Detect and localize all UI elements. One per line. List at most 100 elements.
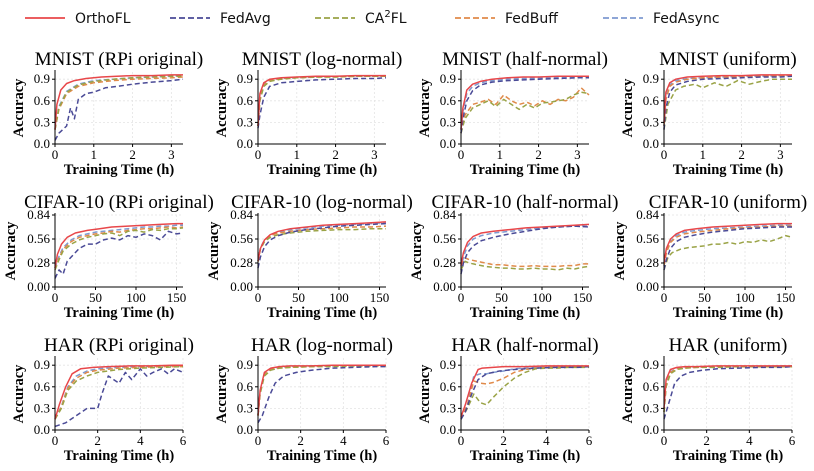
y-axis-label: Accuracy — [409, 221, 425, 281]
legend: OrthoFL FedAvg CA2FL FedBuff FedAsync — [25, 9, 720, 27]
x-tick-label: 1 — [497, 147, 504, 162]
x-tick-label: 0 — [661, 147, 668, 162]
x-tick-label: 0 — [255, 290, 262, 305]
y-tick-label: 0.6 — [643, 379, 660, 394]
y-axis-label: Accuracy — [3, 221, 19, 281]
series-orthofl — [663, 365, 792, 409]
x-tick-label: 100 — [735, 290, 755, 305]
x-tick-label: 0 — [255, 433, 262, 448]
series-fedavg — [663, 75, 793, 130]
x-tick-label: 50 — [495, 290, 508, 305]
series-ca2fl — [460, 260, 590, 271]
x-tick-label: 4 — [746, 433, 753, 448]
x-tick-label: 4 — [137, 433, 144, 448]
x-tick-label: 0 — [255, 147, 262, 162]
legend-label-fedasync: FedAsync — [653, 11, 720, 27]
x-tick-label: 2 — [738, 147, 745, 162]
series-fedasync — [54, 365, 183, 420]
y-tick-label: 0.0 — [34, 422, 50, 437]
y-tick-label: 0.0 — [34, 136, 50, 151]
series-fedbuff — [460, 87, 590, 134]
panel-title: MNIST (log-normal) — [242, 49, 403, 70]
series-fedasync — [663, 224, 792, 266]
x-tick-label: 0 — [661, 433, 668, 448]
x-tick-label: 6 — [180, 433, 187, 448]
y-tick-label: 0.9 — [643, 357, 659, 372]
x-tick-label: 2 — [332, 147, 339, 162]
series-orthofl — [257, 221, 387, 262]
series-ca2fl — [54, 365, 184, 420]
series-orthofl — [54, 74, 183, 130]
x-tick-label: 2 — [500, 433, 507, 448]
y-axis-label: Accuracy — [214, 364, 230, 424]
series-ca2fl — [460, 91, 590, 134]
series-orthofl — [460, 365, 589, 418]
y-tick-label: 0.3 — [34, 400, 50, 415]
panel-title: CIFAR-10 (uniform) — [649, 192, 808, 213]
x-tick-label: 0 — [458, 147, 465, 162]
series-fedavg — [257, 77, 387, 129]
series-fedasync — [663, 365, 792, 413]
series-orthofl — [54, 222, 183, 269]
x-tick-label: 3 — [777, 147, 784, 162]
y-tick-label: 0.6 — [440, 93, 457, 108]
y-tick-label: 0.28 — [636, 255, 659, 270]
series-fedbuff — [663, 365, 792, 413]
series-fedavg — [54, 368, 184, 428]
y-tick-label: 0.9 — [34, 357, 50, 372]
legend-label-fedbuff: FedBuff — [505, 11, 558, 27]
panel-title: CIFAR-10 (log-normal) — [231, 192, 413, 213]
series-orthofl — [460, 223, 590, 266]
chart-grid: 0 1 2 3 0.0 0.3 0.6 0.9 MNIST (RPi original) Trai… — [3, 49, 807, 464]
x-tick-label: 3 — [371, 147, 378, 162]
y-tick-label: 0.6 — [643, 93, 660, 108]
y-axis-label: Accuracy — [214, 78, 230, 138]
x-tick-label: 150 — [370, 290, 390, 305]
y-tick-label: 0.56 — [230, 231, 253, 246]
y-axis-label: Accuracy — [612, 221, 628, 281]
legend-label-orthofl: OrthoFL — [75, 11, 131, 27]
series-orthofl — [663, 74, 792, 123]
series-fedasync — [460, 76, 589, 130]
panel-title: MNIST (uniform) — [659, 49, 796, 70]
series-orthofl — [257, 364, 386, 416]
y-tick-label: 0.28 — [27, 255, 50, 270]
x-tick-label: 0 — [458, 433, 465, 448]
series-fedbuff — [460, 365, 589, 420]
x-tick-label: 100 — [126, 290, 146, 305]
x-tick-label: 2 — [94, 433, 101, 448]
y-tick-label: 0.28 — [230, 255, 253, 270]
y-tick-label: 0.56 — [27, 231, 50, 246]
series-fedasync — [54, 74, 184, 130]
x-tick-label: 0 — [661, 290, 668, 305]
y-tick-label: 0.6 — [237, 379, 254, 394]
y-tick-label: 0.6 — [34, 379, 51, 394]
y-tick-label: 0.56 — [433, 231, 456, 246]
series-ca2fl — [54, 75, 183, 130]
panel-title: HAR (half-normal) — [451, 335, 598, 356]
series-fedavg — [663, 226, 792, 271]
panel-title: MNIST (half-normal) — [442, 49, 608, 70]
legend-item-fedavg: FedAvg — [170, 11, 271, 27]
series-fedbuff — [54, 365, 183, 420]
y-tick-label: 0.6 — [237, 93, 254, 108]
series-fedavg — [663, 365, 793, 420]
x-axis-label: Training Time (h) — [470, 162, 581, 178]
series-ca2fl — [663, 365, 792, 413]
x-axis-label: Training Time (h) — [673, 162, 784, 178]
panel-title: MNIST (RPi original) — [35, 49, 204, 70]
x-tick-label: 2 — [703, 433, 710, 448]
x-tick-label: 4 — [543, 433, 550, 448]
x-axis-label: Training Time (h) — [64, 162, 175, 178]
panel-har-uniform: 0 2 4 6 0.0 0.3 0.6 0.9 HAR (uniform) Training Ti… — [620, 335, 796, 464]
x-tick-label: 100 — [329, 290, 349, 305]
series-fedasync — [460, 365, 589, 420]
x-axis-label: Training Time (h) — [673, 448, 784, 464]
x-tick-label: 150 — [573, 290, 593, 305]
series-fedavg — [257, 365, 386, 424]
